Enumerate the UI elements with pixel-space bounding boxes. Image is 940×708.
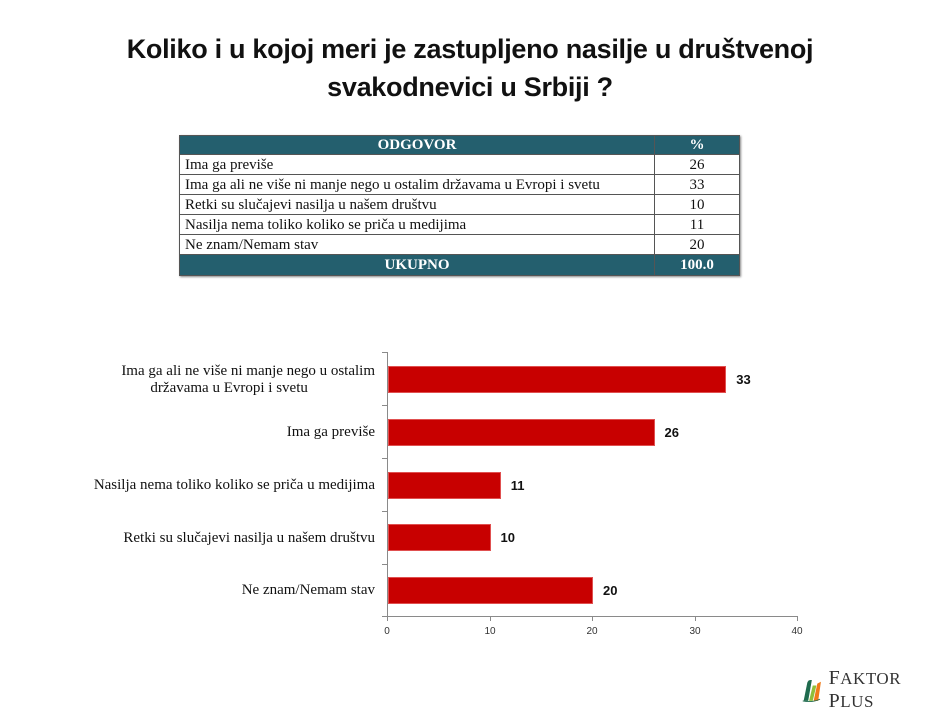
x-tick bbox=[490, 616, 491, 621]
data-label: 20 bbox=[603, 583, 618, 598]
y-axis bbox=[387, 352, 388, 617]
answer-cell: Ima ga previše bbox=[179, 154, 655, 175]
y-tick bbox=[382, 616, 387, 617]
page-title: Koliko i u kojoj meri je zastupljeno nas… bbox=[60, 30, 880, 106]
y-tick bbox=[382, 458, 387, 459]
x-tick-label: 30 bbox=[689, 626, 701, 637]
logo-text-part: LUS bbox=[840, 692, 874, 708]
answer-cell: Ne znam/Nemam stav bbox=[179, 234, 655, 255]
logo-text-part: P bbox=[828, 690, 841, 708]
category-label-line: Ima ga ali ne više ni manje nego u ostal… bbox=[121, 363, 375, 379]
faktor-plus-logo: FAKTOR PLUS bbox=[800, 667, 940, 708]
x-tick bbox=[695, 616, 696, 621]
x-tick bbox=[387, 616, 388, 621]
table-row: Retki su slučajevi nasilja u našem društ… bbox=[179, 194, 740, 215]
bar bbox=[388, 366, 727, 393]
logo-text: FAKTOR PLUS bbox=[829, 667, 940, 708]
title-line-2: svakodnevici u Srbiji ? bbox=[327, 72, 613, 102]
total-percent: 100.0 bbox=[654, 254, 740, 276]
bar bbox=[388, 419, 655, 446]
data-label: 33 bbox=[736, 372, 751, 387]
y-tick bbox=[382, 405, 387, 406]
category-label-line: državama u Evropi i svetu bbox=[150, 380, 308, 396]
table-header-row: ODGOVOR % bbox=[179, 135, 740, 155]
data-label: 11 bbox=[510, 478, 525, 493]
results-table: ODGOVOR % Ima ga previše 26 Ima ga ali n… bbox=[179, 135, 740, 276]
table-total-row: UKUPNO 100.0 bbox=[179, 254, 740, 276]
y-tick bbox=[382, 564, 387, 565]
category-label: Ima ga ali ne više ni manje nego u ostal… bbox=[121, 363, 375, 397]
table-row: Ne znam/Nemam stav 20 bbox=[179, 234, 740, 255]
bar bbox=[388, 472, 501, 499]
logo-text-part: AKTOR bbox=[840, 669, 902, 688]
y-tick bbox=[382, 352, 387, 353]
x-tick bbox=[592, 616, 593, 621]
data-label: 26 bbox=[664, 425, 679, 440]
logo-text-part: F bbox=[828, 667, 841, 689]
header-percent: % bbox=[654, 135, 740, 155]
y-tick bbox=[382, 511, 387, 512]
category-label: Ne znam/Nemam stav bbox=[241, 582, 375, 598]
total-label: UKUPNO bbox=[179, 254, 655, 276]
logo-mark-icon bbox=[802, 679, 821, 702]
table-row: Ima ga previše 26 bbox=[179, 154, 740, 175]
title-line-1: Koliko i u kojoj meri je zastupljeno nas… bbox=[126, 34, 814, 64]
category-label: Ima ga previše bbox=[286, 424, 375, 440]
bar bbox=[388, 524, 491, 551]
x-tick-label: 0 bbox=[384, 626, 390, 637]
x-tick-label: 20 bbox=[586, 626, 598, 637]
category-label: Retki su slučajevi nasilja u našem društ… bbox=[123, 530, 375, 546]
x-tick-label: 40 bbox=[791, 626, 803, 637]
x-tick-label: 10 bbox=[484, 626, 496, 637]
bar bbox=[388, 577, 593, 604]
category-label: Nasilja nema toliko koliko se priča u me… bbox=[93, 477, 375, 493]
percent-cell: 20 bbox=[654, 234, 740, 255]
data-label: 10 bbox=[500, 530, 515, 545]
x-tick bbox=[797, 616, 798, 621]
